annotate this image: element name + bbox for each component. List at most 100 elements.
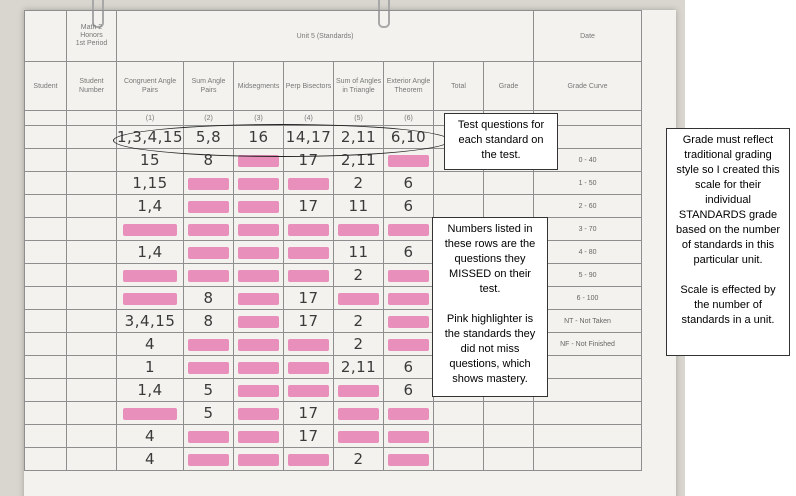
missed-questions-cell bbox=[183, 263, 235, 287]
student-name-cell bbox=[24, 263, 67, 287]
missed-questions-cell: 4 bbox=[115, 447, 185, 471]
missed-questions-cell bbox=[115, 401, 185, 425]
missed-questions-cell: 2 bbox=[333, 332, 385, 356]
missed-questions-cell bbox=[283, 171, 335, 195]
highlight-mark bbox=[288, 177, 329, 190]
missed-question-numbers: 17 bbox=[298, 427, 319, 445]
student-name-cell bbox=[24, 148, 67, 172]
student-number-cell bbox=[66, 125, 117, 149]
missed-question-numbers: 2 bbox=[353, 174, 364, 192]
student-row: 1 2,11 6 bbox=[24, 355, 643, 379]
missed-questions-cell: 6 bbox=[383, 355, 435, 379]
missed-questions-cell bbox=[183, 355, 235, 379]
student-name-cell bbox=[24, 447, 67, 471]
missed-questions-cell bbox=[183, 171, 235, 195]
missed-questions-cell: 4 bbox=[115, 424, 185, 448]
student-row: 1,4 17 11 6 2 - 60 bbox=[24, 194, 643, 218]
missed-questions-cell bbox=[283, 447, 335, 471]
missed-question-numbers: 17 bbox=[298, 312, 319, 330]
highlight-mark bbox=[238, 223, 279, 236]
missed-questions-cell bbox=[383, 424, 435, 448]
grade-curve-cell bbox=[533, 447, 643, 471]
student-rows: 15 8 17 2,11 0 - 40 1,15 2 6 1 - 50 1,4 17 11 6 2 - 6… bbox=[24, 148, 643, 471]
missed-questions-cell: 6 bbox=[383, 171, 435, 195]
missed-questions-cell: 2 bbox=[333, 447, 385, 471]
highlight-mark bbox=[188, 338, 229, 351]
missed-questions-cell bbox=[233, 355, 285, 379]
missed-question-numbers: 8 bbox=[203, 312, 214, 330]
callout-grade-scale: Grade must reflect traditional grading s… bbox=[666, 128, 790, 356]
standard-number: (2) bbox=[183, 110, 235, 126]
missed-question-numbers: 2 bbox=[353, 312, 364, 330]
column-header: Student Number bbox=[66, 61, 117, 111]
missed-question-numbers: 3,4,15 bbox=[124, 312, 176, 330]
grade-curve-cell: 3 - 70 bbox=[533, 217, 643, 241]
grade-curve-cell bbox=[533, 401, 643, 425]
missed-question-numbers: 6 bbox=[403, 174, 414, 192]
missed-questions-cell bbox=[233, 240, 285, 264]
total-cell bbox=[433, 401, 485, 425]
header-top-row: Math 2 Honors 1st Period Unit 5 (Standar… bbox=[24, 10, 643, 62]
missed-question-numbers: 1,15 bbox=[132, 174, 168, 192]
student-number-cell bbox=[66, 309, 117, 333]
highlight-mark bbox=[288, 246, 329, 259]
highlight-mark bbox=[238, 177, 279, 190]
highlight-mark bbox=[238, 338, 279, 351]
missed-questions-cell bbox=[115, 217, 185, 241]
missed-questions-cell: 11 bbox=[333, 194, 385, 218]
column-header: Student bbox=[24, 61, 67, 111]
missed-question-numbers: 2 bbox=[353, 266, 364, 284]
missed-questions-cell: 5 bbox=[183, 401, 235, 425]
missed-question-numbers: 1,4 bbox=[137, 197, 163, 215]
column-header: Grade bbox=[483, 61, 535, 111]
question-row-circle bbox=[113, 124, 450, 157]
highlight-mark bbox=[388, 407, 429, 420]
missed-questions-cell: 5 bbox=[183, 378, 235, 402]
missed-questions-cell bbox=[233, 171, 285, 195]
column-header: Exterior Angle Theorem bbox=[383, 61, 435, 111]
student-row: 5 17 bbox=[24, 401, 643, 425]
missed-questions-cell bbox=[233, 309, 285, 333]
total-cell bbox=[433, 447, 485, 471]
total-cell bbox=[433, 171, 485, 195]
highlight-mark bbox=[388, 223, 429, 236]
grade-curve-cell bbox=[533, 355, 643, 379]
standard-number bbox=[24, 110, 67, 126]
missed-questions-cell bbox=[233, 194, 285, 218]
student-row: 3 - 70 bbox=[24, 217, 643, 241]
missed-questions-cell bbox=[233, 401, 285, 425]
highlight-mark bbox=[238, 453, 279, 466]
missed-questions-cell bbox=[383, 148, 435, 172]
missed-question-numbers: 4 bbox=[144, 335, 156, 353]
missed-questions-cell bbox=[333, 286, 385, 310]
grade-curve-cell: 4 - 80 bbox=[533, 240, 643, 264]
grade-cell bbox=[483, 447, 535, 471]
highlight-mark bbox=[388, 292, 429, 305]
missed-question-numbers: 1,4 bbox=[137, 243, 163, 261]
blank-header-cell bbox=[24, 10, 67, 62]
highlight-mark bbox=[238, 407, 279, 420]
missed-questions-cell bbox=[183, 217, 235, 241]
missed-questions-cell: 2,11 bbox=[333, 355, 385, 379]
student-name-cell bbox=[24, 401, 67, 425]
missed-question-numbers: 1,4 bbox=[137, 381, 163, 399]
student-name-cell bbox=[24, 332, 67, 356]
highlight-mark bbox=[188, 453, 229, 466]
highlight-mark bbox=[288, 361, 329, 374]
grade-curve-cell: 2 - 60 bbox=[533, 194, 643, 218]
missed-questions-cell: 2 bbox=[333, 309, 385, 333]
highlight-mark bbox=[238, 200, 279, 213]
missed-questions-cell: 17 bbox=[283, 194, 335, 218]
missed-questions-cell bbox=[283, 355, 335, 379]
highlight-mark bbox=[238, 384, 279, 397]
total-cell bbox=[433, 424, 485, 448]
student-number-cell bbox=[66, 447, 117, 471]
callout-test-questions: Test questions for each standard on the … bbox=[444, 113, 558, 170]
worksheet-photo: Math 2 Honors 1st Period Unit 5 (Standar… bbox=[0, 0, 685, 496]
student-row: 4 17 bbox=[24, 424, 643, 448]
student-name-cell bbox=[24, 194, 67, 218]
highlight-mark bbox=[338, 430, 379, 443]
missed-questions-cell: 17 bbox=[283, 401, 335, 425]
grade-cell bbox=[483, 171, 535, 195]
column-header-row: Student Student Number Congruent Angle Pai… bbox=[24, 61, 643, 111]
